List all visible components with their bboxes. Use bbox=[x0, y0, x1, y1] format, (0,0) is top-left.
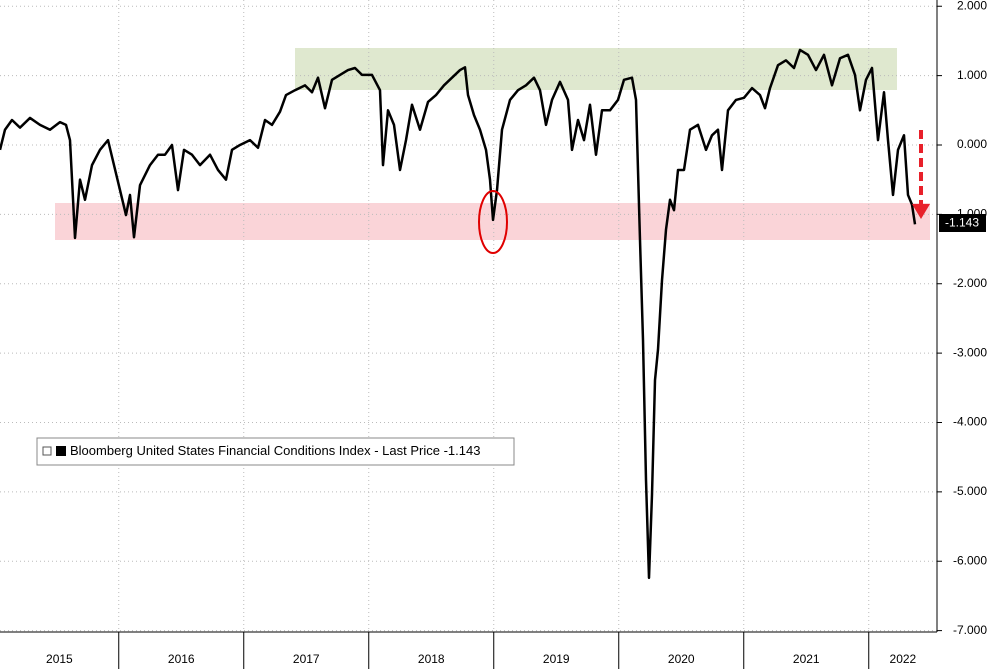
x-tick-label: 2016 bbox=[168, 652, 195, 666]
y-tick-label: -6.000 bbox=[953, 553, 987, 567]
legend-swatch bbox=[56, 446, 66, 456]
highlight-circle bbox=[478, 190, 508, 254]
plot bbox=[0, 48, 917, 580]
highlight-band-high bbox=[295, 48, 897, 90]
last-price-label: -1.143 bbox=[945, 216, 979, 230]
y-tick-label: 2.000 bbox=[957, 0, 987, 12]
x-tick-label: 2021 bbox=[793, 652, 820, 666]
legend-last-price: -1.143 bbox=[444, 443, 481, 458]
legend-label: Bloomberg United States Financial Condit… bbox=[70, 443, 480, 458]
y-tick-label: -2.000 bbox=[953, 276, 987, 290]
y-tick-label: -7.000 bbox=[953, 623, 987, 637]
y-tick-label: -3.000 bbox=[953, 345, 987, 359]
x-tick-label: 2022 bbox=[890, 652, 917, 666]
y-tick-label: -4.000 bbox=[953, 415, 987, 429]
legend-name: Bloomberg United States Financial Condit… bbox=[70, 443, 440, 458]
legend-toggle[interactable] bbox=[42, 446, 52, 456]
arrow-head bbox=[912, 204, 930, 219]
x-tick-label: 2018 bbox=[418, 652, 445, 666]
y-tick-label: 0.000 bbox=[957, 137, 987, 151]
x-tick-label: 2015 bbox=[46, 652, 73, 666]
x-tick-label: 2020 bbox=[668, 652, 695, 666]
y-tick-label: 1.000 bbox=[957, 68, 987, 82]
x-tick-label: 2017 bbox=[293, 652, 320, 666]
x-tick-label: 2019 bbox=[543, 652, 570, 666]
line-series bbox=[0, 48, 917, 580]
legend bbox=[36, 437, 515, 466]
y-tick-label: -5.000 bbox=[953, 484, 987, 498]
last-price-tag bbox=[939, 214, 986, 232]
